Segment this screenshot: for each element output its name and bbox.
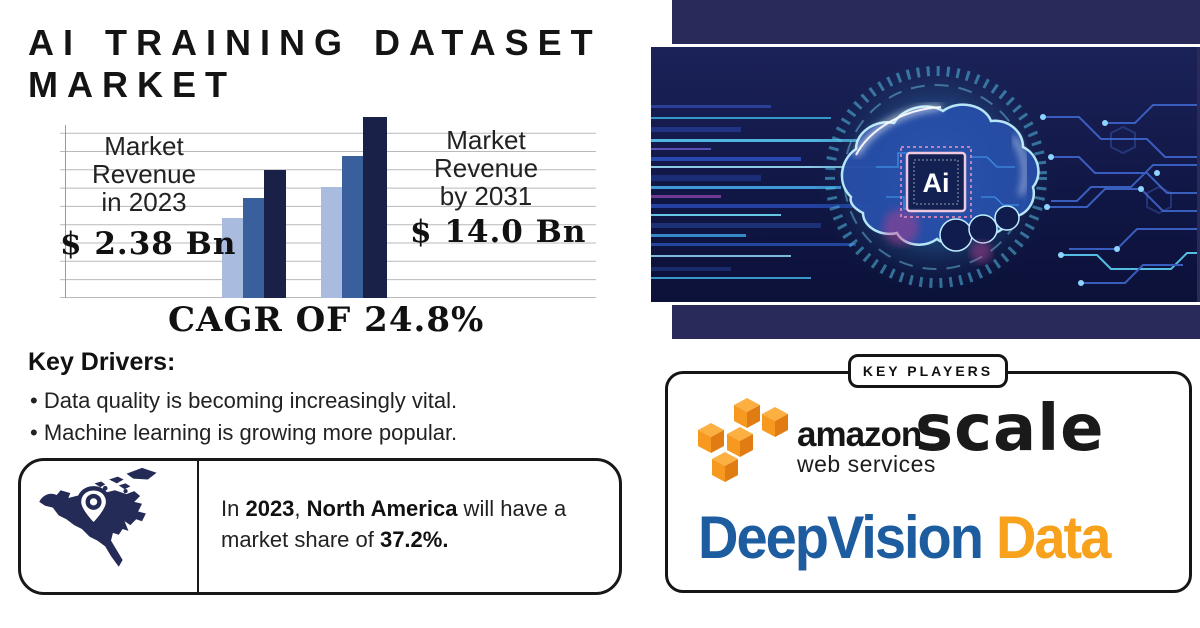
circuit-traces <box>1043 104 1197 284</box>
circuit-hexagons <box>1110 125 1172 215</box>
bar-2023-medium <box>243 198 264 298</box>
aws-name: amazon <box>797 415 922 454</box>
key-players-badge: KEY PLAYERS <box>848 354 1008 388</box>
scale-logo: scale <box>915 392 1105 466</box>
bar-2023-dark <box>264 170 286 298</box>
region-highlight-box: In 2023, North America will have a marke… <box>18 458 622 595</box>
bar-chart: Market Revenue in 2023 $ 2.38 Bn Market … <box>58 110 598 298</box>
chart-label-2031-line3: by 2031 <box>439 181 533 212</box>
bar-2031-dark <box>363 117 387 298</box>
aws-subtitle: web services <box>797 451 936 478</box>
revenue-2031-value: $ 14.0 Bn <box>410 214 587 250</box>
aws-logo: amazon web services <box>695 396 936 486</box>
chart-label-2031-line1: Market <box>446 125 526 155</box>
revenue-2023-value: $ 2.38 Bn <box>60 226 237 262</box>
bar-2031-medium <box>342 156 363 298</box>
key-players-label: KEY PLAYERS <box>862 363 994 379</box>
deepvision-data-logo: DeepVision Data <box>698 502 1111 572</box>
key-drivers-heading: Key Drivers: <box>28 348 176 376</box>
chart-label-2031-line2: Revenue <box>433 153 539 184</box>
region-note-year: 2023 <box>245 496 295 521</box>
chart-label-2023: Market Revenue in 2023 <box>64 132 224 216</box>
ai-brain-circuit-image: Ai <box>651 47 1197 302</box>
chart-label-2023-line1: Market <box>104 131 184 161</box>
cagr-caption: CAGR OF 24.8% <box>168 300 485 340</box>
page-title-line1: AI TRAINING DATASET <box>28 22 602 63</box>
region-note-region: North America <box>306 496 458 521</box>
bar-2031-light <box>321 187 342 298</box>
bar-chart-bars <box>58 110 598 298</box>
deepvision-wordmark: DeepVision <box>698 503 984 572</box>
ai-chip: Ai <box>900 146 972 218</box>
chart-label-2023-line2: Revenue <box>91 159 197 190</box>
page-title-line2: MARKET <box>28 64 236 106</box>
key-driver-item: Data quality is becoming increasingly vi… <box>30 385 628 417</box>
key-drivers-section: Key Drivers: Data quality is becoming in… <box>28 348 628 449</box>
location-pin-icon <box>76 486 111 529</box>
light-streaks <box>651 105 891 279</box>
region-note: In 2023, North America will have a marke… <box>221 494 566 556</box>
bar-2023-light <box>222 218 243 298</box>
region-note-share: 37.2%. <box>379 526 449 552</box>
key-driver-item: Machine learning is growing more popular… <box>30 417 628 449</box>
circuit-nodes <box>1040 114 1160 286</box>
hero-artwork: Ai <box>648 44 1200 305</box>
region-box-divider <box>197 461 199 592</box>
key-drivers-list: Data quality is becoming increasingly vi… <box>30 385 628 449</box>
north-america-map-icon <box>39 467 157 567</box>
page-title: AI TRAINING DATASET MARKET <box>28 22 602 107</box>
ai-chip-label: Ai <box>923 168 950 198</box>
region-note-line1: In 2023, North America will have a <box>221 496 567 521</box>
data-wordmark: Data <box>995 503 1111 572</box>
chart-label-2031: Market Revenue by 2031 <box>396 126 576 210</box>
aws-cubes-icon <box>698 398 788 482</box>
aws-wordmark: amazon web services <box>797 415 936 478</box>
region-note-line2: market share of 37.2%. <box>221 526 449 552</box>
chart-label-2023-line3: in 2023 <box>101 187 187 218</box>
